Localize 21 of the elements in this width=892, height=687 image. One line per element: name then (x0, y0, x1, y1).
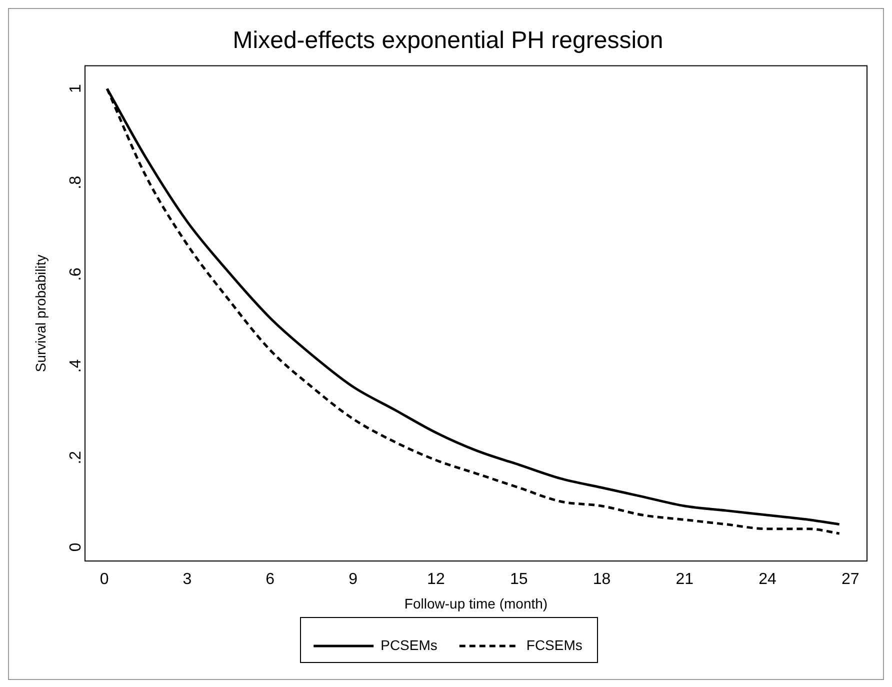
x-tick-label: 6 (266, 571, 275, 588)
y-tick-label: .4 (67, 359, 84, 373)
x-tick-label: 27 (842, 571, 860, 588)
chart-title: Mixed-effects exponential PH regression (232, 27, 664, 54)
y-tick-label: .6 (67, 267, 84, 281)
x-tick-label: 24 (758, 571, 777, 588)
x-tick-label: 15 (510, 571, 528, 588)
y-tick-label: .8 (67, 176, 84, 190)
x-tick-label: 9 (348, 571, 358, 588)
x-axis-title: Follow-up time (month) (404, 595, 548, 612)
y-axis-title: Survival probability (32, 254, 48, 372)
x-tick-label: 18 (592, 571, 611, 588)
x-tick-label: 0 (100, 571, 109, 588)
x-tick-label: 12 (427, 571, 445, 588)
legend-label: FCSEMs (526, 636, 582, 653)
y-tick-label: 1 (67, 84, 84, 94)
x-tick-label: 3 (182, 571, 192, 588)
legend-label: PCSEMs (380, 636, 438, 653)
y-tick-label: 0 (67, 542, 84, 552)
y-tick-label: .2 (67, 450, 84, 464)
x-tick-label: 21 (676, 571, 694, 588)
